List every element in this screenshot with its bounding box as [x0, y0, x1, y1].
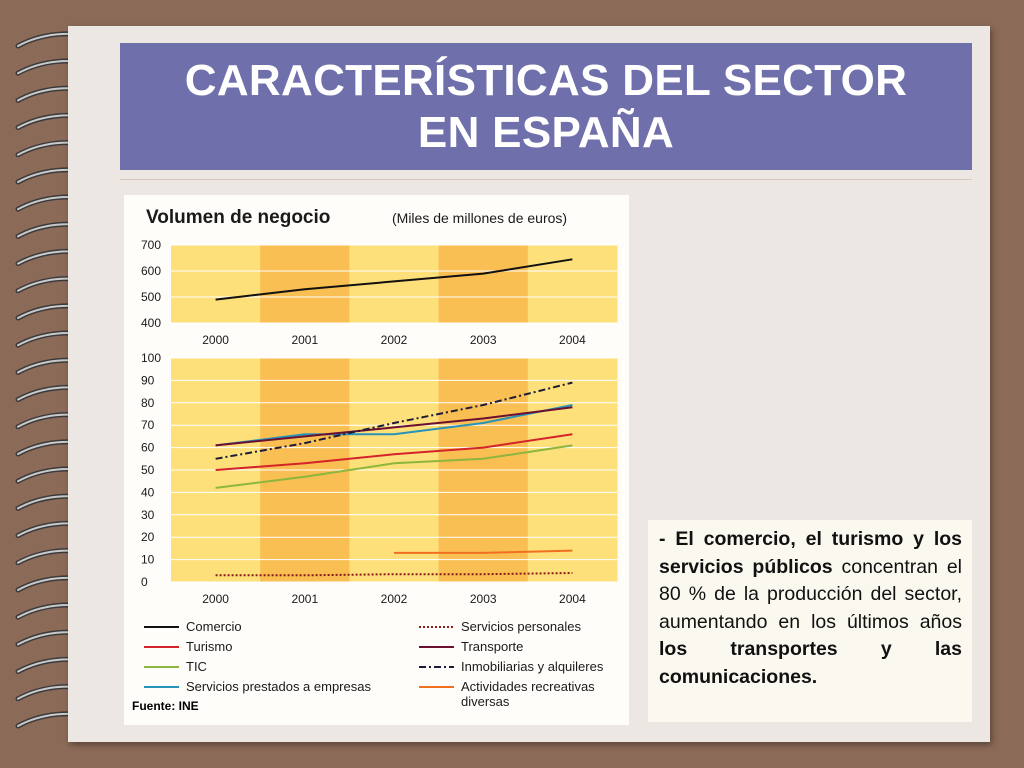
- legend-label: Servicios personales: [461, 619, 581, 634]
- y-tick-label: 700: [141, 238, 161, 252]
- y-tick-label: 10: [141, 553, 155, 567]
- panel-top: 400 500 600 700 2000 2001 2002 2003 2004: [141, 238, 618, 347]
- y-tick-label: 90: [141, 373, 155, 387]
- series-line-transporte: [215, 406, 573, 447]
- legend-label: Inmobiliarias y alquileres: [461, 659, 604, 674]
- legend-label: Comercio: [186, 619, 242, 634]
- slide-title-banner: CARACTERÍSTICAS DEL SECTOR EN ESPAÑA: [120, 43, 972, 170]
- chart-source: Fuente: INE: [132, 699, 199, 713]
- y-tick-label: 70: [141, 418, 155, 432]
- series-line-tic: [215, 444, 573, 489]
- y-tick-label: 100: [141, 351, 161, 365]
- y-tick-label: 50: [141, 463, 155, 477]
- legend-item: Turismo: [144, 639, 232, 654]
- year-band: [260, 245, 350, 323]
- legend-label: Servicios prestados a empresas: [186, 679, 371, 694]
- x-tick-label: 2004: [559, 592, 586, 606]
- y-tick-label: 0: [141, 575, 148, 589]
- x-tick-label: 2003: [470, 333, 497, 347]
- legend-label: Turismo: [186, 639, 232, 654]
- x-tick-label: 2004: [559, 333, 586, 347]
- summary-bold-intro: - El comercio, el turismo y los servicio…: [659, 528, 962, 578]
- legend-label: TIC: [186, 659, 207, 674]
- x-tick-label: 2001: [291, 592, 318, 606]
- slide-title-line-2: EN ESPAÑA: [417, 107, 675, 157]
- legend-item: Servicios prestados a empresas: [144, 679, 371, 694]
- x-tick-label: 2002: [381, 333, 408, 347]
- legend-label: Actividades recreativas: [461, 679, 595, 694]
- panel-bottom: 0 10 20 30 40 50 60 70 80 90 100 2000 2001 2002 2003 20…: [141, 351, 618, 606]
- x-tick-label: 2000: [202, 333, 229, 347]
- series-line-turismo: [215, 433, 573, 471]
- legend-item: Inmobiliarias y alquileres: [419, 659, 604, 674]
- chart-title: Volumen de negocio: [146, 207, 330, 228]
- year-band: [438, 245, 529, 323]
- y-tick-label: 20: [141, 530, 155, 544]
- summary-paragraph: - El comercio, el turismo y los servicio…: [648, 520, 972, 691]
- legend-label-line2: diversas: [461, 694, 510, 709]
- y-tick-label: 60: [141, 441, 155, 455]
- series-line-actividades-recreativas-diversas: [394, 549, 573, 554]
- y-tick-label: 500: [141, 290, 161, 304]
- business-volume-chart: Volumen de negocio (Miles de millones de…: [132, 207, 618, 713]
- series-line-servicios-prestados-a-empresas: [215, 404, 573, 447]
- legend-item: Comercio: [144, 619, 242, 634]
- y-tick-label: 80: [141, 396, 155, 410]
- summary-middle: concentran el 80 % de la producción del …: [659, 555, 962, 633]
- x-tick-label: 2001: [291, 333, 318, 347]
- title-divider: [120, 179, 972, 180]
- x-tick-label: 2003: [470, 592, 497, 606]
- legend-item: Servicios personales: [419, 619, 581, 634]
- x-tick-label: 2000: [202, 592, 229, 606]
- year-band: [171, 245, 261, 323]
- year-band: [527, 245, 618, 323]
- y-tick-label: 600: [141, 264, 161, 278]
- x-tick-label: 2002: [381, 592, 408, 606]
- summary-bold-end: los transportes y las comunicaciones.: [659, 638, 962, 688]
- series-line-inmobiliarias-y-alquileres: [215, 381, 573, 460]
- chart-card: Volumen de negocio (Miles de millones de…: [124, 195, 629, 725]
- legend-item: TIC: [144, 659, 207, 674]
- chart-subtitle: (Miles de millones de euros): [392, 210, 567, 226]
- y-tick-label: 30: [141, 508, 155, 522]
- summary-text-box: - El comercio, el turismo y los servicio…: [648, 520, 972, 722]
- series-line-comercio: [215, 258, 573, 301]
- slide-title-line-1: CARACTERÍSTICAS DEL SECTOR: [184, 55, 908, 105]
- y-tick-label: 400: [141, 316, 161, 330]
- series-line-servicios-personales: [215, 572, 573, 577]
- legend-label: Transporte: [461, 639, 523, 654]
- legend-item: Transporte: [419, 639, 523, 654]
- y-tick-label: 40: [141, 485, 155, 499]
